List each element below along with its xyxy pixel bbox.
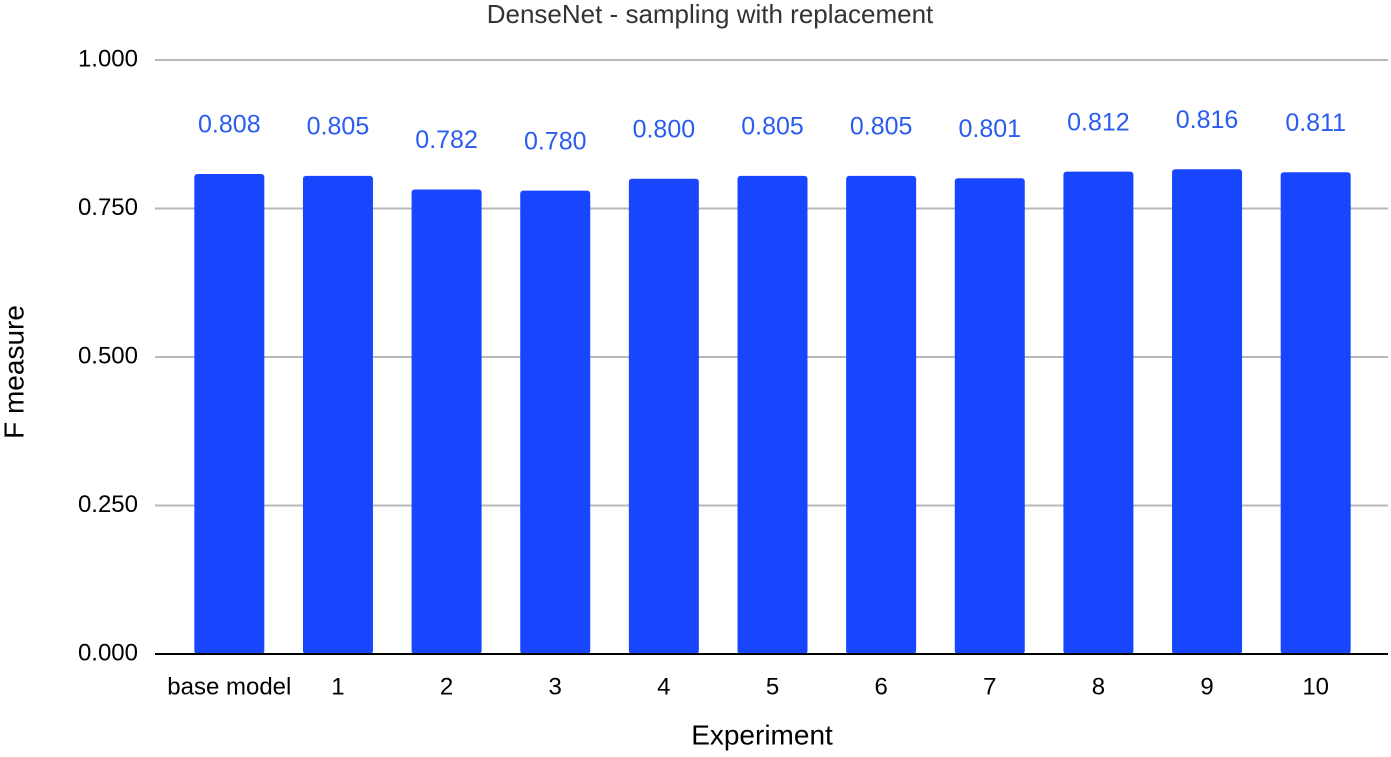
y-tick-label: 0.250 (78, 491, 138, 518)
bar (194, 174, 265, 654)
bar (737, 175, 808, 654)
x-axis-label: Experiment (691, 719, 833, 750)
value-label: 0.780 (524, 127, 587, 155)
value-label: 0.816 (1176, 106, 1239, 134)
x-tick-label: 3 (549, 673, 562, 700)
y-tick-label: 0.000 (78, 639, 138, 666)
x-tick-label: 8 (1092, 673, 1105, 700)
bar (520, 190, 591, 654)
x-tick-label: 2 (440, 673, 453, 700)
value-label: 0.801 (958, 115, 1021, 143)
x-tick-label: 10 (1302, 673, 1329, 700)
value-label: 0.805 (741, 112, 804, 140)
value-label: 0.800 (633, 115, 696, 143)
y-axis-label: F measure (0, 305, 29, 439)
y-tick-label: 0.750 (78, 194, 138, 221)
bar (1063, 171, 1134, 654)
bar (1172, 169, 1243, 654)
value-label: 0.811 (1285, 109, 1346, 137)
value-label: 0.782 (415, 126, 478, 154)
bar (1280, 172, 1351, 655)
bar (302, 175, 373, 654)
value-label: 0.805 (307, 112, 370, 140)
chart-title: DenseNet - sampling with replacement (487, 0, 934, 29)
x-tick-label: 5 (766, 673, 779, 700)
x-tick-label: 7 (983, 673, 996, 700)
bar (411, 189, 482, 654)
value-label: 0.808 (198, 111, 261, 139)
bar (628, 178, 699, 655)
x-tick-label: 9 (1200, 673, 1213, 700)
y-tick-label: 0.500 (78, 342, 138, 369)
value-label: 0.805 (850, 112, 913, 140)
x-tick-label: 4 (657, 673, 670, 700)
value-label: 0.812 (1067, 108, 1130, 136)
bar (954, 178, 1025, 654)
x-tick-label: base model (167, 673, 291, 700)
x-tick-label: 1 (331, 673, 344, 700)
x-tick-label: 6 (874, 673, 887, 700)
bar (846, 175, 917, 654)
y-tick-label: 1.000 (78, 45, 138, 72)
